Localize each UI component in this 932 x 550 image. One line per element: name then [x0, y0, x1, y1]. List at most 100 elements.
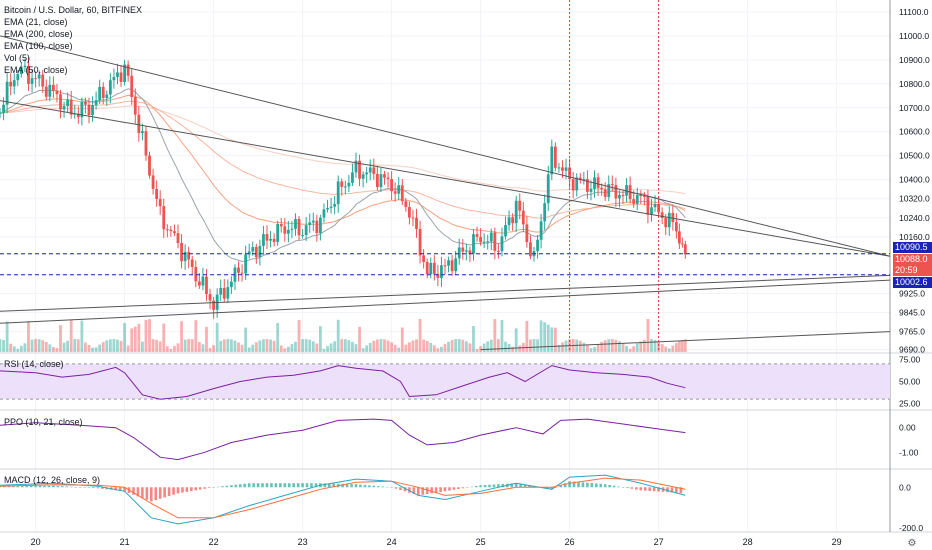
volume-bar [151, 339, 155, 352]
volume-bar [436, 348, 440, 352]
macd-histogram-bar [488, 484, 491, 488]
candle-body [372, 167, 376, 174]
ppo-axis-label: -1.00 [899, 447, 919, 457]
candle-body [618, 194, 621, 199]
volume-bar [283, 348, 287, 352]
candle-body [383, 174, 386, 178]
volume-bar [386, 340, 390, 352]
candle-body [183, 251, 187, 262]
volume-bar [586, 345, 589, 352]
macd-histogram-bar [652, 487, 656, 492]
candle-body [660, 212, 664, 218]
macd-histogram-bar [483, 484, 487, 488]
candle-body [258, 245, 262, 258]
candle-body [511, 217, 515, 224]
macd-histogram-bar [221, 486, 224, 488]
candle-body [557, 167, 561, 169]
volume-bar [244, 327, 248, 352]
volume-bar [48, 344, 52, 352]
volume-bar [286, 346, 290, 352]
macd-histogram-bar [185, 487, 189, 492]
volume-bar [639, 341, 643, 352]
macd-histogram-bar [145, 487, 149, 500]
macd-histogram-bar [350, 484, 353, 488]
macd-histogram-bar [301, 483, 304, 488]
candle-body [76, 113, 80, 118]
volume-bar [557, 344, 561, 352]
volume-bar [443, 344, 447, 352]
volume-bar [41, 340, 45, 352]
level-tag-lower: 10002.6 [893, 277, 932, 288]
macd-histogram-bar [612, 485, 616, 488]
macd-histogram-bar [314, 483, 318, 488]
volume-bar [675, 343, 678, 352]
volume-bar [133, 326, 137, 352]
volume-bar [9, 343, 13, 352]
candle-body [155, 188, 159, 200]
volume-bar [500, 320, 504, 352]
macd-histogram-bar [216, 486, 220, 488]
rsi-axis-label: 75.00 [899, 354, 921, 364]
volume-bar [19, 345, 23, 352]
volume-bar [219, 340, 223, 352]
macd-line [0, 474, 686, 525]
macd-histogram-bar [3, 486, 6, 488]
macd-histogram-bar [643, 487, 647, 491]
candle-body [108, 80, 112, 95]
candle-body [461, 247, 465, 252]
volume-bar [440, 346, 443, 352]
ema50-line [0, 94, 686, 234]
candle-body [639, 195, 643, 197]
macd-histogram-bar [296, 483, 300, 488]
macd-histogram-bar [563, 483, 567, 488]
candle-body [354, 160, 358, 173]
candle-body [37, 74, 41, 79]
candle-body [546, 174, 550, 204]
macd-histogram-bar [132, 487, 135, 495]
candle-body [642, 195, 646, 197]
volume-bar [397, 347, 401, 352]
candle-body [683, 244, 687, 255]
macd-histogram-bar [305, 483, 309, 488]
price-axis-label: 10320.0 [899, 194, 930, 204]
candle-body [447, 260, 450, 266]
gear-icon[interactable]: ⚙ [908, 538, 917, 549]
candle-body [454, 258, 458, 272]
volume-bar [400, 327, 404, 352]
macd-histogram-bar [310, 483, 313, 488]
symbol-title: Bitcoin / U.S. Dollar, 60, BITFINEX [4, 5, 143, 15]
volume-bar [482, 343, 486, 352]
volume-label: Vol (5) [4, 53, 31, 63]
x-tick-label: 24 [387, 537, 397, 547]
volume-bar [84, 342, 87, 352]
volume-bar [632, 346, 636, 352]
candle-body [151, 175, 155, 189]
macd-histogram-bar [328, 483, 331, 488]
candle-body [475, 234, 479, 237]
volume-bar [144, 320, 148, 352]
candle-body [578, 177, 582, 180]
macd-histogram-bar [43, 485, 46, 488]
candle-body [336, 181, 340, 205]
macd-histogram-bar [92, 487, 95, 489]
price-axis-label: 10800.0 [899, 79, 930, 89]
candle-body [653, 203, 657, 208]
volume-bar [447, 341, 450, 352]
candle-body [675, 222, 678, 232]
volume-bar [596, 344, 600, 352]
rsi-line [0, 365, 686, 400]
last-price-tag: 10088.0 [893, 254, 932, 265]
volume-bar [116, 339, 119, 352]
candle-body [443, 265, 447, 267]
volume-bar [450, 340, 454, 352]
volume-bar [155, 339, 159, 352]
macd-histogram-bar [12, 486, 15, 488]
ema50-label: EMA (50, close) [4, 65, 68, 75]
volume-bar [642, 339, 646, 352]
macd-histogram-bar [430, 487, 433, 494]
volume-bar [621, 343, 625, 352]
candle-body [276, 224, 280, 243]
volume-bar [532, 339, 536, 352]
price-axis-label: 9690.0 [899, 345, 925, 355]
